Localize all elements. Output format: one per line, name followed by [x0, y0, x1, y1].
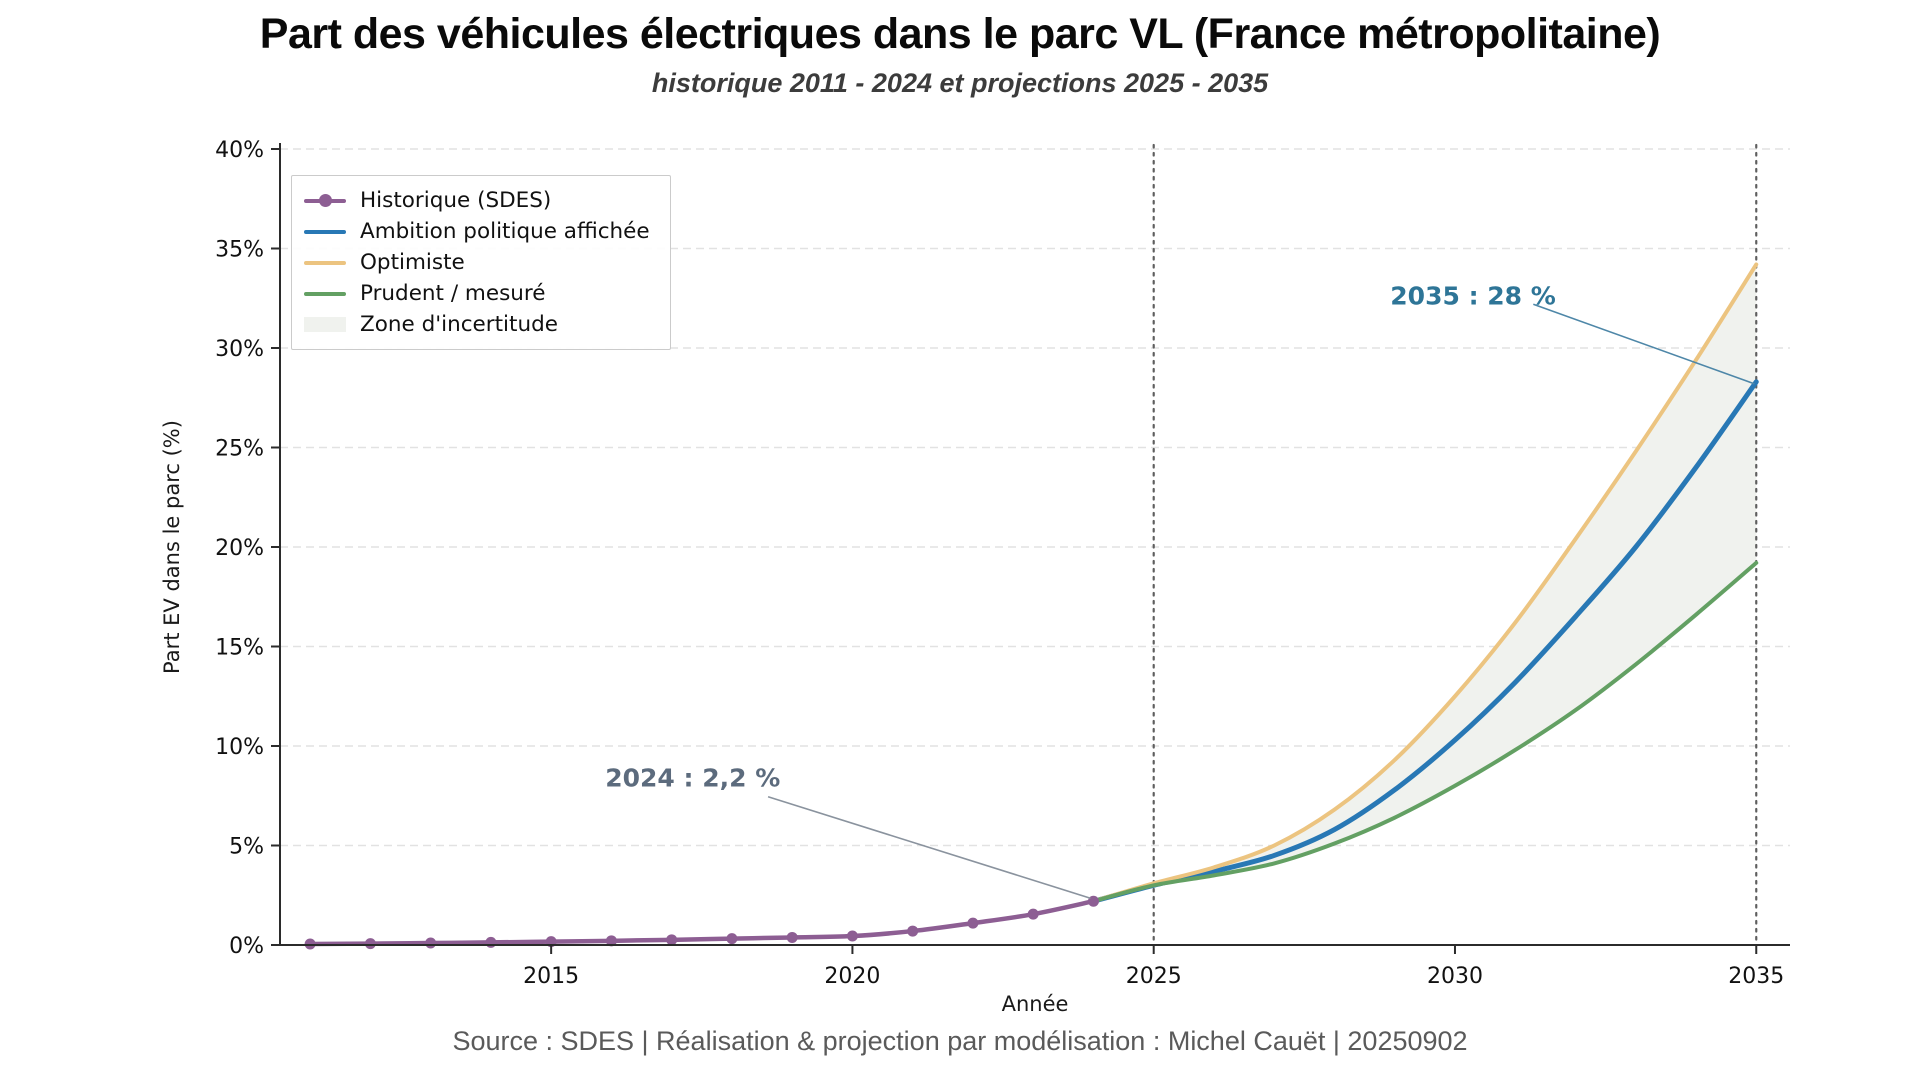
y-tick-label: 20%	[215, 536, 264, 561]
data-point-marker	[907, 925, 919, 937]
legend-item: Zone d'incertitude	[304, 309, 650, 340]
legend-label: Ambition politique affichée	[360, 219, 650, 244]
data-point-marker	[364, 938, 376, 950]
legend-label: Zone d'incertitude	[360, 312, 558, 337]
series-line	[1090, 379, 1759, 904]
legend-line-swatch	[304, 229, 346, 234]
legend-item: Prudent / mesuré	[304, 278, 650, 309]
legend-label: Prudent / mesuré	[360, 281, 546, 306]
data-point-marker	[666, 934, 678, 946]
x-tick-label: 2030	[1427, 964, 1483, 989]
data-point-marker	[485, 936, 497, 948]
y-tick-label: 15%	[215, 636, 264, 661]
source-credit: Source : SDES | Réalisation & projection…	[452, 1026, 1468, 1056]
y-tick-label: 0%	[229, 934, 264, 959]
uncertainty-band	[1093, 264, 1757, 902]
x-tick-label: 2035	[1728, 964, 1784, 989]
chart-subtitle: historique 2011 - 2024 et projections 20…	[651, 68, 1269, 98]
series-line	[1091, 262, 1759, 904]
legend-line-swatch	[304, 260, 346, 265]
data-point-marker	[1087, 895, 1099, 907]
legend-line-swatch	[304, 291, 346, 296]
y-tick-label: 5%	[229, 835, 264, 860]
legend-label: Historique (SDES)	[360, 188, 552, 213]
legend-item: Optimiste	[304, 247, 650, 278]
data-point-marker	[726, 933, 738, 945]
y-tick-label: 30%	[215, 337, 264, 362]
y-axis-label: Part EV dans le parc (%)	[160, 420, 184, 674]
y-tick-label: 40%	[215, 138, 264, 163]
data-point-marker	[967, 917, 979, 929]
chart-legend: Historique (SDES) Ambition politique affi…	[291, 175, 671, 350]
data-point-marker	[425, 937, 437, 949]
y-tick-label: 35%	[215, 238, 264, 263]
legend-line-swatch	[304, 194, 346, 207]
x-tick-label: 2015	[523, 964, 579, 989]
y-tick-label: 25%	[215, 437, 264, 462]
series-line	[1091, 560, 1759, 904]
legend-item: Historique (SDES)	[304, 185, 650, 216]
x-tick-label: 2020	[824, 964, 880, 989]
x-axis-label: Année	[1001, 992, 1069, 1016]
legend-label: Optimiste	[360, 250, 465, 275]
annotation-text: 2035 : 28 %	[1390, 281, 1556, 311]
data-point-marker	[786, 931, 798, 943]
legend-item: Ambition politique affichée	[304, 216, 650, 247]
annotation-leader-line	[767, 795, 1091, 899]
x-tick-label: 2025	[1126, 964, 1182, 989]
chart-title: Part des véhicules électriques dans le p…	[259, 10, 1661, 58]
data-point-marker	[605, 935, 617, 947]
annotation-text: 2024 : 2,2 %	[605, 763, 781, 793]
annotation-leader-line	[1533, 303, 1755, 385]
y-tick-label: 10%	[215, 735, 264, 760]
data-point-marker	[846, 930, 858, 942]
legend-patch-swatch	[304, 317, 346, 332]
data-point-marker	[1027, 908, 1039, 920]
